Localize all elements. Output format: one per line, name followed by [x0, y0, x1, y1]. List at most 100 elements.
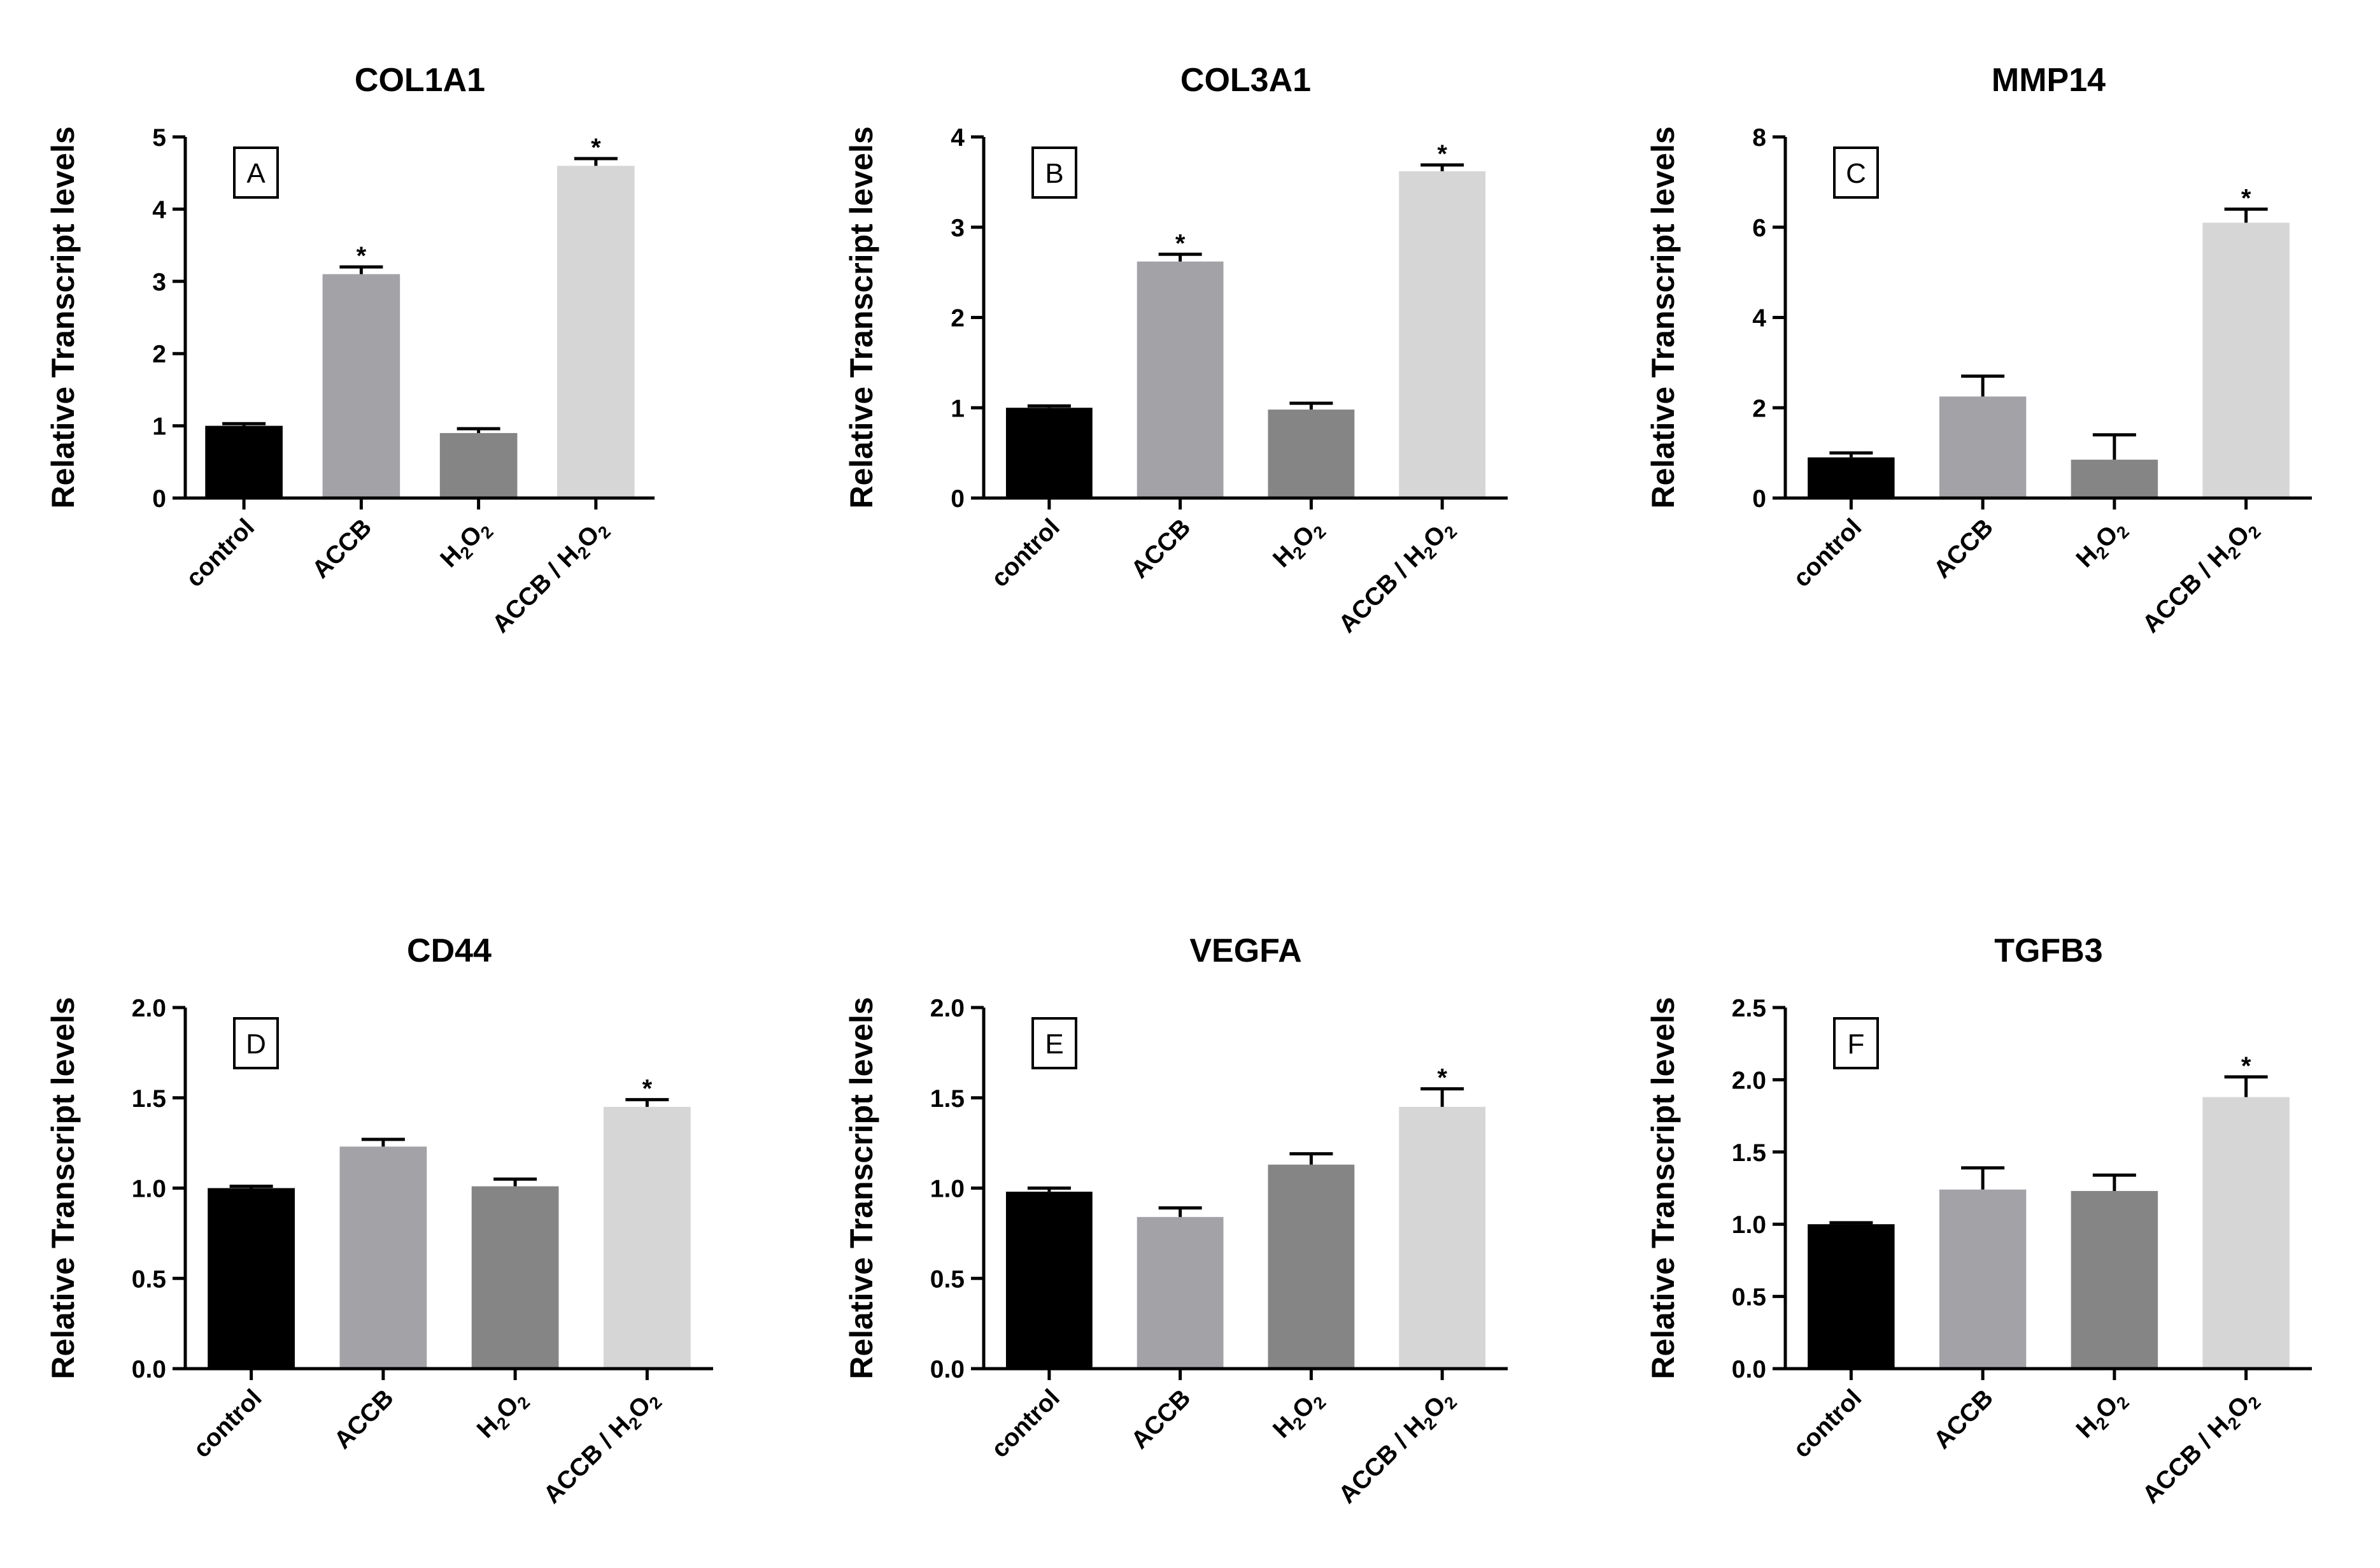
x-tick-label-group: ACCB / H2O2 — [539, 1391, 666, 1509]
x-tick-label-group: ACCB / H2O2 — [487, 513, 614, 641]
y-axis-label: Relative Transcript levels — [844, 126, 879, 508]
y-tick-label: 2 — [152, 341, 166, 368]
bar-accb — [1137, 1216, 1224, 1369]
bar-h2o2 — [1268, 410, 1355, 498]
chart-title: VEGFA — [1189, 932, 1301, 969]
significance-marker: * — [1437, 1064, 1447, 1092]
x-tick-label: ACCB / H2O2 — [487, 513, 614, 641]
chart-title: COL1A1 — [355, 62, 485, 99]
bar-h2o2 — [471, 1186, 559, 1369]
y-axis-label: Relative Transcript levels — [1645, 997, 1681, 1379]
bar-accb — [322, 274, 400, 498]
chart-panel-d: CD44 Relative Transcript levels control ACC… — [45, 932, 713, 1509]
x-tick-label-group: ACCB — [1929, 513, 1999, 583]
y-tick-label: 2 — [1752, 395, 1766, 422]
x-tick-label: H2O2 — [2071, 1384, 2133, 1446]
x-tick-label: H2O2 — [435, 513, 497, 575]
chart-title: TGFB3 — [1994, 932, 2102, 969]
panel-label: C — [1846, 158, 1866, 189]
x-tick-label-group: ACCB / H2O2 — [1333, 513, 1461, 641]
x-tick-label-group: H2O2 — [1268, 520, 1329, 573]
x-tick-label-group: control — [188, 1384, 267, 1463]
y-tick-label: 2.0 — [132, 995, 166, 1022]
chart-panel-b: COL3A1 Relative Transcript levels control *… — [844, 62, 1508, 641]
y-axis-label: Relative Transcript levels — [45, 126, 81, 508]
x-tick-label: ACCB — [307, 513, 377, 583]
y-tick-label: 3 — [152, 269, 166, 296]
bar-control — [205, 425, 283, 498]
panel-label: E — [1045, 1029, 1063, 1060]
chart-panel-f: TGFB3 Relative Transcript levels control AC… — [1645, 932, 2312, 1511]
significance-marker: * — [2241, 184, 2251, 212]
x-tick-label-group: ACCB / H2O2 — [1333, 1384, 1461, 1511]
y-tick-label: 0.5 — [1732, 1284, 1766, 1311]
y-tick-label: 0 — [152, 485, 166, 513]
y-tick-label: 1 — [152, 413, 166, 441]
x-tick-label-group: H2O2 — [472, 1391, 534, 1443]
y-tick-label: 0 — [951, 485, 965, 513]
panel-label-box — [1031, 146, 1077, 199]
y-tick-label: 2.0 — [1732, 1067, 1766, 1094]
bar-accb-h2o2 — [557, 166, 635, 498]
y-tick-label: 0 — [1752, 485, 1766, 513]
y-tick-label: 1.0 — [132, 1176, 166, 1203]
bar-accb — [1137, 261, 1224, 498]
x-tick-label: control — [181, 513, 260, 592]
x-tick-label-group: H2O2 — [435, 513, 497, 575]
x-tick-label: H2O2 — [2071, 513, 2133, 575]
x-tick-label-group: control — [986, 1384, 1065, 1463]
x-tick-label-group: ACCB / H2O2 — [2137, 1384, 2265, 1511]
x-tick-label: ACCB — [329, 1384, 399, 1454]
x-tick-label-group: ACCB — [1126, 513, 1196, 583]
panel-label-box — [1833, 1017, 1879, 1069]
panel-label: D — [246, 1029, 266, 1060]
significance-marker: * — [1437, 140, 1447, 168]
x-tick-label: ACCB / H2O2 — [2137, 1384, 2265, 1511]
bar-control — [208, 1188, 295, 1369]
bar-accb — [1939, 1189, 2027, 1369]
x-tick-label-group: control — [986, 513, 1065, 592]
y-tick-label: 5 — [152, 124, 166, 152]
x-tick-label: ACCB / H2O2 — [1333, 513, 1461, 641]
bar-accb-h2o2 — [603, 1106, 691, 1369]
y-tick-label: 0.0 — [1732, 1356, 1766, 1383]
panel-label-box — [233, 1017, 279, 1069]
x-tick-label: ACCB / H2O2 — [1333, 1384, 1461, 1511]
chart-title: MMP14 — [1992, 62, 2106, 99]
x-tick-label: ACCB — [1126, 513, 1196, 583]
panel-label-box — [1833, 146, 1879, 199]
significance-marker: * — [1175, 229, 1186, 257]
x-tick-label-group: control — [1788, 1384, 1867, 1463]
x-tick-label-group: ACCB — [307, 513, 377, 583]
y-axis-label: Relative Transcript levels — [1645, 126, 1681, 508]
x-tick-label-group: ACCB / H2O2 — [2137, 513, 2265, 641]
x-tick-label: control — [188, 1384, 267, 1463]
y-axis-label: Relative Transcript levels — [844, 997, 879, 1379]
bar-h2o2 — [2071, 1191, 2158, 1369]
x-tick-label: ACCB — [1929, 1384, 1999, 1454]
y-tick-label: 1.5 — [930, 1085, 965, 1113]
bar-accb-h2o2 — [1399, 1106, 1486, 1369]
x-tick-label-group: H2O2 — [2071, 513, 2133, 575]
significance-marker: * — [2241, 1052, 2251, 1080]
panel-label-box — [1031, 1017, 1077, 1069]
bar-accb — [1939, 396, 2027, 498]
x-tick-label: ACCB / H2O2 — [2137, 513, 2265, 641]
bar-h2o2 — [1268, 1164, 1355, 1369]
y-tick-label: 6 — [1752, 215, 1766, 242]
x-tick-label-group: control — [1788, 513, 1867, 592]
y-tick-label: 4 — [951, 124, 965, 152]
y-tick-label: 2.5 — [1732, 995, 1766, 1022]
panel-label: F — [1848, 1029, 1865, 1060]
x-tick-label: H2O2 — [1268, 1384, 1329, 1446]
panel-label: B — [1045, 158, 1063, 189]
x-tick-label: ACCB — [1126, 1384, 1196, 1454]
x-tick-label-group: control — [181, 513, 260, 592]
y-tick-label: 0.0 — [132, 1356, 166, 1383]
significance-marker: * — [591, 134, 601, 162]
bar-control — [1808, 457, 1895, 498]
x-tick-label: control — [986, 513, 1065, 592]
bar-accb-h2o2 — [1399, 171, 1486, 498]
y-tick-label: 0.0 — [930, 1356, 965, 1383]
y-tick-label: 1.5 — [1732, 1139, 1766, 1167]
